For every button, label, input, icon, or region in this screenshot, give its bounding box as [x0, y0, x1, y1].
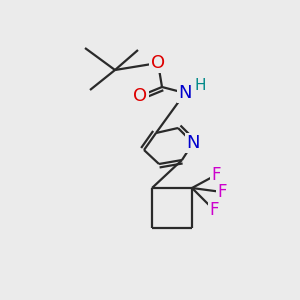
- Text: F: F: [209, 201, 219, 219]
- Text: F: F: [211, 166, 221, 184]
- Text: N: N: [178, 84, 192, 102]
- Text: H: H: [194, 77, 206, 92]
- Text: F: F: [217, 183, 227, 201]
- Text: N: N: [186, 134, 200, 152]
- Text: O: O: [133, 87, 147, 105]
- Text: O: O: [151, 54, 165, 72]
